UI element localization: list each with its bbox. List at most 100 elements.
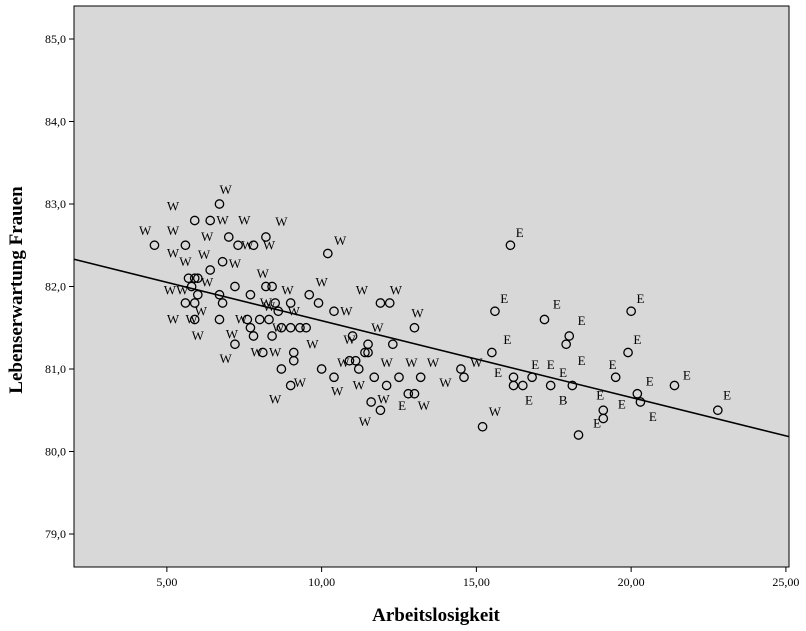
- data-point: [567, 380, 578, 391]
- point-label: W: [220, 351, 233, 366]
- data-point: [192, 273, 203, 284]
- data-point: [254, 314, 265, 325]
- point-label: W: [220, 182, 233, 197]
- data-point: [273, 306, 284, 317]
- data-point: [267, 281, 277, 292]
- x-axis-title: Arbeitslosigkeit: [372, 605, 500, 626]
- data-point: [276, 364, 287, 374]
- data-point: [487, 347, 497, 358]
- data-point: [261, 281, 271, 292]
- data-point: [295, 322, 305, 333]
- point-label: W: [167, 312, 180, 327]
- point-label: W: [263, 237, 276, 252]
- point-label: W: [340, 303, 353, 318]
- data-point: [205, 215, 216, 226]
- data-point: [217, 298, 228, 308]
- point-label: W: [257, 266, 270, 281]
- data-point: [316, 364, 327, 374]
- point-label: W: [167, 223, 180, 238]
- point-label: E: [516, 225, 524, 240]
- point-label: W: [235, 312, 248, 327]
- point-label: B: [559, 392, 568, 407]
- data-points: [149, 199, 723, 440]
- point-label: W: [176, 283, 189, 298]
- point-label: W: [281, 283, 294, 298]
- data-point: [214, 314, 225, 325]
- y-tick-label: 81,0: [45, 362, 66, 376]
- data-point: [186, 281, 197, 292]
- data-point: [632, 388, 643, 399]
- data-point: [230, 281, 240, 292]
- point-label: W: [331, 383, 344, 398]
- point-label: W: [377, 392, 390, 407]
- point-label: W: [185, 312, 198, 327]
- data-point: [329, 372, 339, 383]
- point-label: W: [167, 246, 180, 261]
- point-label: W: [343, 332, 356, 347]
- data-point: [545, 380, 556, 391]
- data-point: [360, 347, 370, 358]
- x-tick-label: 15,00: [463, 575, 490, 589]
- point-label: W: [164, 283, 177, 298]
- data-point: [598, 413, 609, 424]
- point-label: W: [139, 223, 152, 238]
- data-point: [288, 355, 299, 366]
- point-label: W: [195, 303, 208, 318]
- data-point: [248, 240, 259, 251]
- data-point: [180, 298, 191, 308]
- x-axis: 5,00 10,00 15,00 20,00 25,00: [156, 567, 799, 589]
- point-label: E: [596, 387, 604, 402]
- x-tick-label: 5,00: [156, 575, 177, 589]
- data-point: [304, 289, 315, 300]
- data-point: [459, 372, 469, 383]
- point-label: W: [272, 320, 285, 335]
- point-label: W: [241, 237, 254, 252]
- y-axis-title: Lebenserwartung Frauen: [6, 186, 27, 394]
- point-label: W: [337, 355, 350, 370]
- y-axis: 79,0 80,0 81,0 82,0 83,0 84,0 85,0: [45, 32, 74, 541]
- data-point: [527, 372, 537, 383]
- point-label: W: [167, 198, 180, 213]
- point-label: E: [683, 368, 691, 383]
- data-point: [285, 322, 296, 333]
- point-label: W: [380, 355, 393, 370]
- data-point: [264, 314, 274, 325]
- data-point: [285, 380, 296, 391]
- data-point: [409, 322, 420, 333]
- data-point: [394, 372, 404, 383]
- data-point: [564, 331, 575, 341]
- point-label: W: [269, 345, 282, 360]
- data-point: [223, 232, 234, 242]
- data-point: [270, 298, 281, 308]
- point-label: W: [250, 345, 263, 360]
- point-label: E: [618, 396, 626, 411]
- point-label: E: [633, 332, 641, 347]
- point-label: E: [494, 365, 502, 380]
- data-point: [192, 289, 203, 300]
- data-point: [233, 240, 243, 251]
- data-point: [350, 355, 361, 366]
- data-point: [217, 256, 228, 267]
- point-label: W: [238, 213, 251, 228]
- data-point: [242, 314, 253, 325]
- data-point: [669, 380, 680, 391]
- point-label: E: [553, 297, 561, 312]
- point-label: W: [427, 355, 440, 370]
- data-point: [517, 380, 528, 391]
- point-label: W: [411, 306, 424, 321]
- data-point: [189, 273, 200, 284]
- y-tick-label: 82,0: [45, 280, 66, 294]
- x-tick-label: 20,00: [618, 575, 645, 589]
- point-label: W: [263, 299, 276, 314]
- point-label: E: [723, 387, 731, 402]
- point-label: E: [609, 357, 617, 372]
- data-point: [261, 232, 271, 242]
- point-label: W: [418, 398, 431, 413]
- data-point: [248, 331, 259, 341]
- data-point: [329, 306, 339, 317]
- data-point: [189, 215, 200, 226]
- data-point: [257, 347, 268, 358]
- point-label: W: [201, 229, 214, 244]
- point-label: W: [226, 326, 239, 341]
